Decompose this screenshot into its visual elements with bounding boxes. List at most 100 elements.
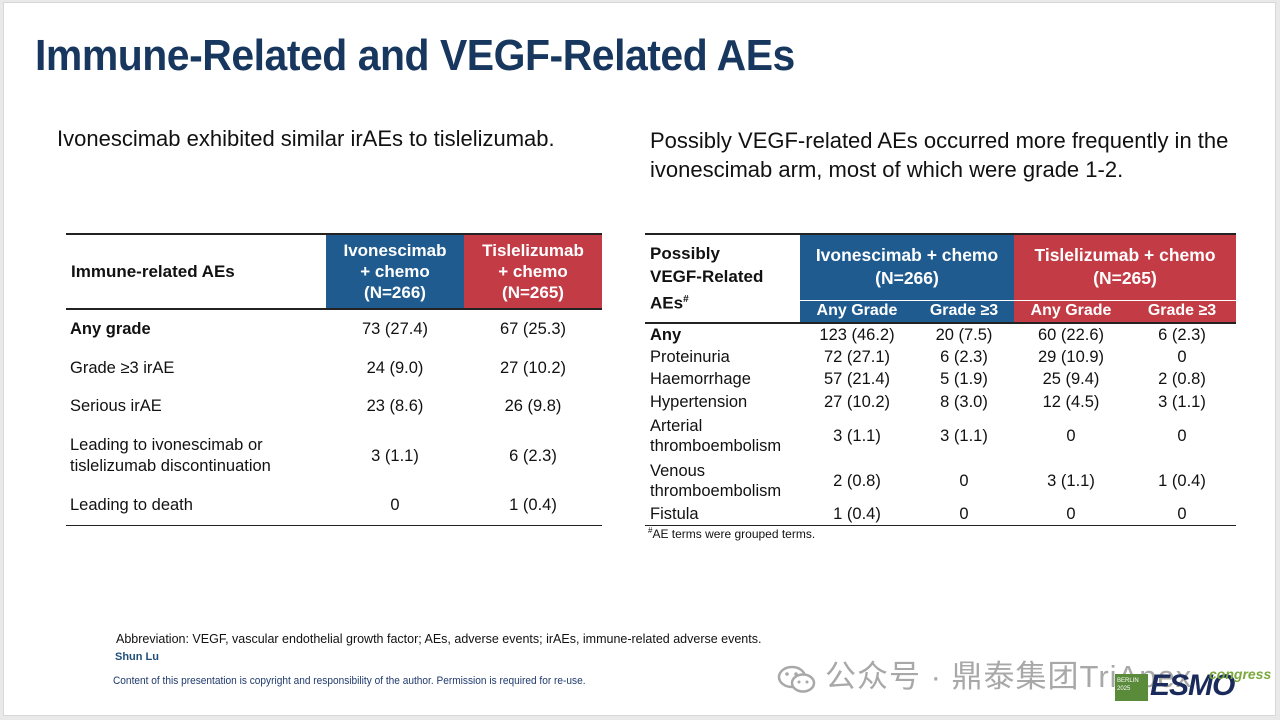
row-label-line: thromboembolism — [650, 481, 782, 500]
vegf-table-header-label: Possibly VEGF-Related AEs# — [645, 234, 800, 323]
logo-wordmark: ESMO — [1150, 669, 1235, 702]
cell-tislelizumab-g3: 0 — [1177, 347, 1187, 366]
slide-title: Immune-Related and VEGF-Related AEs — [35, 31, 795, 80]
cell-tislelizumab-any: 60 (22.6) — [1037, 325, 1105, 344]
header-text: AEs — [650, 293, 684, 313]
cell-ivonescimab-g3: 3 (1.1) — [940, 426, 988, 445]
table-row: Proteinuria 72 (27.1) 6 (2.3) 29 (10.9) … — [645, 346, 1236, 369]
cell-ivonescimab-g3: 5 (1.9) — [940, 370, 988, 389]
row-label: Serious irAE — [70, 396, 162, 415]
cell-tislelizumab-any: 29 (10.9) — [1037, 347, 1105, 366]
row-label: Hypertension — [650, 392, 748, 411]
cell-ivonescimab-any: 1 (0.4) — [833, 505, 881, 523]
vegf-summary-text: Possibly VEGF-related AEs occurred more … — [650, 128, 1229, 182]
row-label: Grade ≥3 irAE — [70, 358, 175, 377]
logo-city-box: BERLIN 2025 — [1115, 674, 1148, 701]
header-line: Ivonescimab — [343, 241, 447, 260]
header-line: (N=266) — [875, 268, 939, 289]
row-label: Proteinuria — [650, 347, 730, 366]
slide: Immune-Related and VEGF-Related AEs Ivon… — [3, 2, 1276, 716]
cell-ivonescimab-g3: 0 — [959, 471, 969, 490]
immune-summary-text: Ivonescimab exhibited similar irAEs to t… — [57, 126, 555, 151]
header-line: AEs# — [650, 288, 800, 315]
cell-ivonescimab-g3: 6 (2.3) — [940, 347, 988, 366]
footnote-text: AE terms were grouped terms. — [652, 527, 816, 541]
header-line: (N=265) — [1093, 268, 1157, 289]
cell-ivonescimab: 0 — [390, 496, 400, 515]
cell-ivonescimab: 73 (27.4) — [361, 320, 429, 338]
table-row: Hypertension 27 (10.2) 8 (3.0) 12 (4.5) … — [645, 391, 1236, 414]
logo-city: BERLIN — [1117, 678, 1139, 684]
subheader-tislelizumab-any-grade: Any Grade — [1014, 300, 1128, 323]
footnote-marker: # — [648, 526, 653, 535]
cell-tislelizumab: 27 (10.2) — [499, 358, 567, 377]
row-label-line: Venous — [650, 461, 706, 480]
row-label-line: Arterial — [650, 416, 703, 435]
immune-table-header-ivonescimab: Ivonescimab + chemo (N=266) — [326, 234, 464, 309]
row-label: Leading to ivonescimab or tislelizumab d… — [66, 425, 326, 487]
cell-ivonescimab-g3: 20 (7.5) — [935, 325, 993, 344]
cell-tislelizumab: 67 (25.3) — [499, 320, 567, 338]
table-row: Leading to ivonescimab or tislelizumab d… — [66, 425, 602, 487]
cell-ivonescimab: 3 (1.1) — [371, 446, 419, 465]
cell-tislelizumab-g3: 0 — [1177, 426, 1187, 445]
row-label: Venous thromboembolism — [645, 458, 800, 503]
cell-tislelizumab-g3: 1 (0.4) — [1158, 471, 1206, 490]
header-line: + chemo — [498, 262, 568, 281]
cell-ivonescimab-any: 27 (10.2) — [823, 392, 891, 411]
table-row: Fistula 1 (0.4) 0 0 0 — [645, 503, 1236, 526]
cell-tislelizumab: 1 (0.4) — [509, 496, 557, 515]
cell-tislelizumab: 26 (9.8) — [504, 396, 562, 415]
esmo-congress-logo: BERLIN 2025 ESMO congress — [1115, 666, 1271, 702]
subheader-tislelizumab-grade3: Grade ≥3 — [1128, 300, 1236, 323]
cell-ivonescimab: 23 (8.6) — [366, 396, 424, 415]
row-label: Arterial thromboembolism — [645, 413, 800, 458]
cell-tislelizumab-any: 12 (4.5) — [1042, 392, 1100, 411]
header-line: Tislelizumab — [482, 241, 584, 260]
header-line: Possibly — [650, 244, 720, 264]
author-name: Shun Lu — [115, 651, 159, 663]
row-label-line: thromboembolism — [650, 436, 782, 455]
cell-ivonescimab-any: 2 (0.8) — [833, 471, 881, 490]
cell-tislelizumab-g3: 0 — [1177, 505, 1187, 523]
table-row: Serious irAE 23 (8.6) 26 (9.8) — [66, 387, 602, 425]
cell-ivonescimab-g3: 8 (3.0) — [940, 392, 988, 411]
header-line: (N=266) — [364, 283, 426, 302]
logo-congress: congress — [1209, 666, 1272, 682]
cell-ivonescimab: 24 (9.0) — [366, 358, 424, 377]
row-label: Any — [650, 325, 682, 344]
cell-ivonescimab-any: 72 (27.1) — [823, 347, 891, 366]
copyright-notice: Content of this presentation is copyrigh… — [113, 675, 586, 687]
row-label-line: tislelizumab discontinuation — [70, 457, 271, 475]
cell-ivonescimab-any: 3 (1.1) — [833, 426, 881, 445]
table-row: Any grade 73 (27.4) 67 (25.3) — [66, 309, 602, 349]
table-row: Any 123 (46.2) 20 (7.5) 60 (22.6) 6 (2.3… — [645, 323, 1236, 346]
table-row: Arterial thromboembolism 3 (1.1) 3 (1.1)… — [645, 413, 1236, 458]
wechat-icon — [777, 665, 816, 693]
header-line: (N=265) — [502, 283, 564, 302]
cell-tislelizumab-g3: 3 (1.1) — [1158, 392, 1206, 411]
cell-tislelizumab-any: 3 (1.1) — [1047, 471, 1095, 490]
cell-ivonescimab-any: 57 (21.4) — [823, 370, 891, 389]
cell-tislelizumab-any: 0 — [1066, 505, 1076, 523]
cell-tislelizumab-g3: 2 (0.8) — [1158, 370, 1206, 389]
cell-tislelizumab-any: 0 — [1066, 426, 1076, 445]
vegf-related-aes-table: Possibly VEGF-Related AEs# Ivonescimab +… — [645, 233, 1236, 526]
row-label: Fistula — [650, 505, 699, 523]
header-line: Ivonescimab + chemo — [815, 245, 999, 266]
vegf-table-footnote: #AE terms were grouped terms. — [648, 526, 815, 541]
row-label: Leading to death — [70, 496, 193, 515]
table-row: Haemorrhage 57 (21.4) 5 (1.9) 25 (9.4) 2… — [645, 368, 1236, 391]
header-line: Tislelizumab + chemo — [1034, 245, 1216, 266]
row-label-line: Leading to ivonescimab or — [70, 436, 263, 454]
immune-table-header-tislelizumab: Tislelizumab + chemo (N=265) — [464, 234, 602, 309]
vegf-table-header-ivonescimab: Ivonescimab + chemo (N=266) — [800, 234, 1014, 301]
header-line: + chemo — [360, 262, 430, 281]
cell-tislelizumab: 6 (2.3) — [509, 446, 557, 465]
cell-ivonescimab-any: 123 (46.2) — [819, 325, 895, 344]
cell-tislelizumab-any: 25 (9.4) — [1042, 370, 1100, 389]
abbreviation-note: Abbreviation: VEGF, vascular endothelial… — [116, 632, 762, 646]
header-line: VEGF-Related — [650, 267, 764, 287]
table-row: Leading to death 0 1 (0.4) — [66, 487, 602, 525]
table-row: Grade ≥3 irAE 24 (9.0) 27 (10.2) — [66, 349, 602, 387]
